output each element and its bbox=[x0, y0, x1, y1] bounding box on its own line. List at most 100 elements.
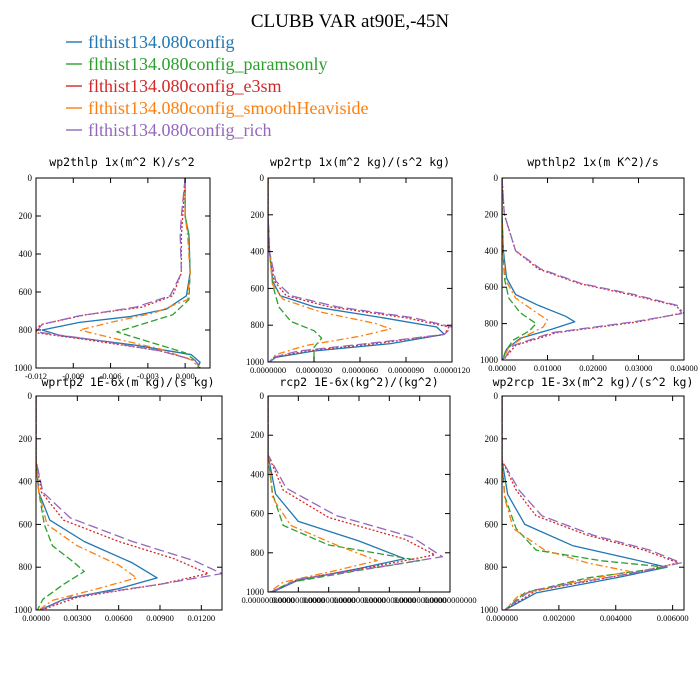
y-tick-label: 1000 bbox=[246, 587, 265, 597]
plot-frame bbox=[267, 395, 451, 593]
y-tick-label: 400 bbox=[485, 246, 499, 256]
x-tick-label: 0.00000000000 bbox=[332, 595, 385, 605]
y-tick-label: 600 bbox=[19, 287, 33, 297]
plot-frame bbox=[267, 177, 453, 363]
series-line bbox=[502, 396, 682, 610]
series-line bbox=[268, 178, 450, 362]
x-tick-label: 0.000000 bbox=[486, 613, 518, 623]
series-line bbox=[36, 178, 201, 368]
legend: flthist134.080configflthist134.080config… bbox=[66, 32, 368, 140]
x-tick-label: 0.00600 bbox=[105, 613, 133, 623]
y-tick-label: 200 bbox=[19, 434, 33, 444]
x-tick-label: 0.00000000000 bbox=[241, 595, 294, 605]
panel-title: wprtp2 1E-6x(m kg)/(s kg) bbox=[41, 375, 214, 389]
y-tick-label: 400 bbox=[485, 477, 499, 487]
x-tick-label: 0.004000 bbox=[600, 613, 632, 623]
y-tick-label: 400 bbox=[251, 247, 265, 257]
plot-frame bbox=[501, 395, 685, 611]
series-line bbox=[116, 178, 200, 368]
series-line bbox=[36, 396, 222, 610]
y-tick-label: 0 bbox=[28, 391, 33, 401]
y-tick-label: 800 bbox=[485, 319, 499, 329]
x-tick-label: 0.000 bbox=[176, 371, 195, 381]
panel-1: wp2thlp 1x(m^2 K)/s^202004006008001000-0… bbox=[14, 155, 211, 381]
y-tick-label: 400 bbox=[251, 469, 265, 479]
y-tick-label: 0 bbox=[494, 391, 499, 401]
y-tick-label: 200 bbox=[485, 434, 499, 444]
x-tick-label: 0.0000120 bbox=[434, 365, 470, 375]
chart-title: CLUBB VAR at90E,-45N bbox=[251, 11, 450, 32]
x-tick-label: 0.02000 bbox=[579, 363, 607, 373]
legend-label: flthist134.080config_rich bbox=[88, 120, 271, 140]
y-tick-label: 600 bbox=[251, 283, 265, 293]
panel-6: wp2rcp 1E-3x(m^2 kg)/(s^2 kg) 0 200 400 600 8… bbox=[480, 375, 693, 623]
y-tick-label: 0 bbox=[260, 173, 265, 183]
panel-3: wpthlp2 1x(m K^2)/s 0 200 400 600 800 10000.00… bbox=[480, 155, 698, 373]
x-tick-label: 0.04000 bbox=[670, 363, 698, 373]
panel-5: rcp2 1E-6x(kg^2)/(kg^2) 0 200 400 600 800 1000… bbox=[241, 375, 476, 605]
y-tick-label: 1000 bbox=[246, 357, 265, 367]
plot-frame bbox=[35, 177, 211, 369]
series-line bbox=[268, 396, 444, 592]
series-line bbox=[502, 178, 576, 360]
y-tick-label: 1000 bbox=[14, 605, 33, 615]
series-line bbox=[268, 396, 406, 592]
legend-label: flthist134.080config_e3sm bbox=[88, 76, 281, 96]
y-tick-label: 800 bbox=[19, 325, 33, 335]
x-tick-label: 0.03000 bbox=[625, 363, 653, 373]
x-tick-label: -0.012 bbox=[25, 371, 47, 381]
series-line bbox=[502, 396, 668, 610]
series-line bbox=[268, 178, 323, 362]
series-line bbox=[268, 178, 392, 362]
y-tick-label: 200 bbox=[485, 209, 499, 219]
panel-title: wp2rtp 1x(m^2 kg)/(s^2 kg) bbox=[270, 155, 450, 169]
x-tick-label: -0.009 bbox=[62, 371, 84, 381]
x-tick-label: 0.0000090 bbox=[388, 365, 424, 375]
series-line bbox=[502, 396, 631, 610]
x-tick-label: -0.003 bbox=[137, 371, 159, 381]
panel-title: wp2rcp 1E-3x(m^2 kg)/(s^2 kg) bbox=[493, 375, 694, 389]
x-tick-label: 0.00000000000 bbox=[363, 595, 416, 605]
plot-frame bbox=[501, 177, 685, 361]
legend-label: flthist134.080config bbox=[88, 32, 235, 52]
legend-label: flthist134.080config_paramsonly bbox=[88, 54, 327, 74]
y-tick-label: 200 bbox=[251, 210, 265, 220]
y-tick-label: 800 bbox=[251, 548, 265, 558]
series-line bbox=[502, 178, 684, 360]
x-tick-label: 0.002000 bbox=[543, 613, 575, 623]
x-tick-label: 0.0000030 bbox=[296, 365, 332, 375]
y-tick-label: 600 bbox=[485, 519, 499, 529]
x-tick-label: 0.00000000000 bbox=[302, 595, 355, 605]
x-tick-label: 0.00000000000 bbox=[393, 595, 446, 605]
y-tick-label: 400 bbox=[19, 249, 33, 259]
y-tick-label: 600 bbox=[485, 282, 499, 292]
series-line bbox=[268, 178, 445, 362]
y-tick-label: 800 bbox=[485, 562, 499, 572]
x-tick-label: 0.00000000000 bbox=[423, 595, 476, 605]
plot-frame bbox=[35, 395, 223, 611]
y-tick-label: 1000 bbox=[480, 355, 499, 365]
series-line bbox=[268, 396, 436, 592]
y-tick-label: 800 bbox=[251, 320, 265, 330]
y-tick-label: 0 bbox=[260, 391, 265, 401]
series-line bbox=[502, 396, 668, 610]
y-tick-label: 0 bbox=[28, 173, 33, 183]
legend-label: flthist134.080config_smoothHeaviside bbox=[88, 98, 368, 118]
series-line bbox=[41, 178, 201, 368]
panel-2: wp2rtp 1x(m^2 kg)/(s^2 kg) 0 200 400 600 800 1… bbox=[246, 155, 470, 375]
x-tick-label: 0.00000000000 bbox=[272, 595, 325, 605]
x-tick-label: 0.00000 bbox=[22, 613, 50, 623]
series-line bbox=[502, 178, 683, 360]
x-tick-label: 0.0000060 bbox=[342, 365, 378, 375]
y-tick-label: 1000 bbox=[14, 363, 33, 373]
panel-title: rcp2 1E-6x(kg^2)/(kg^2) bbox=[279, 375, 438, 389]
y-tick-label: 800 bbox=[19, 562, 33, 572]
y-tick-label: 600 bbox=[251, 509, 265, 519]
x-tick-label: 0.0000000 bbox=[250, 365, 286, 375]
series-line bbox=[36, 396, 209, 610]
y-tick-label: 200 bbox=[251, 430, 265, 440]
panel-4: wprtp2 1E-6x(m kg)/(s kg) 0 200 400 600 800 10… bbox=[14, 375, 223, 623]
x-tick-label: 0.00000 bbox=[488, 363, 516, 373]
x-tick-label: 0.006000 bbox=[657, 613, 689, 623]
x-tick-label: -0.006 bbox=[100, 371, 122, 381]
